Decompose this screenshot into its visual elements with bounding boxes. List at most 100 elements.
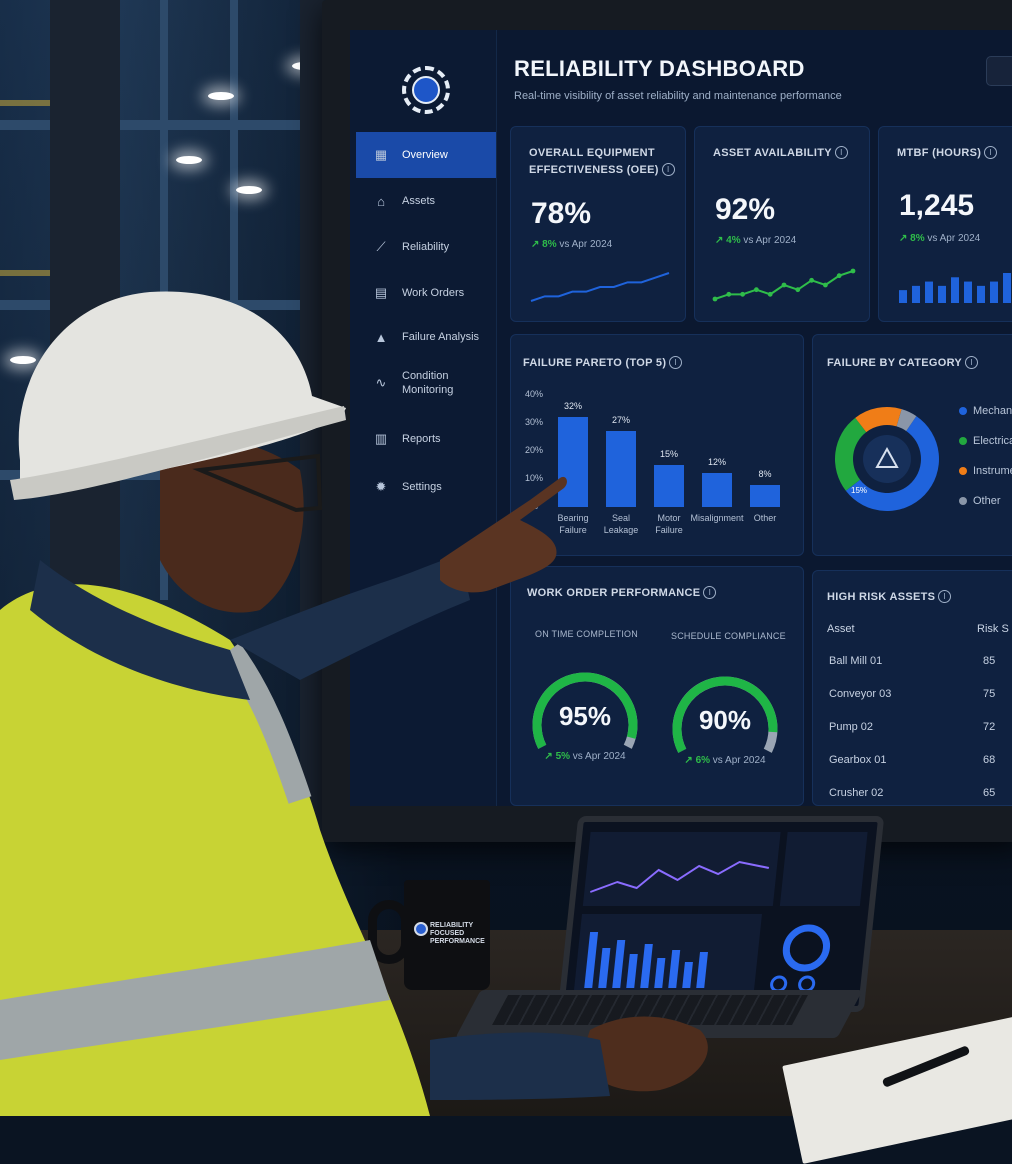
kpi-card-availability: Asset Availability i 92% ↗ 4% vs Apr 2024	[694, 126, 870, 322]
legend-item: Mechanical	[959, 405, 1012, 417]
pareto-bar[interactable]	[558, 417, 588, 507]
sparkbar	[1003, 273, 1011, 303]
info-icon[interactable]: i	[669, 356, 683, 369]
sparkline-point	[781, 282, 787, 288]
sparkline-point	[740, 291, 745, 297]
sparkbar	[899, 290, 907, 303]
up-arrow-icon: ↗	[715, 235, 727, 246]
gauge-title: On Time Completion	[535, 629, 638, 639]
sparkbar	[964, 281, 972, 303]
risk-asset-name[interactable]: Pump 02	[829, 721, 874, 733]
pareto-bar[interactable]	[750, 484, 780, 507]
donut-slice[interactable]	[855, 407, 902, 433]
donut-slice[interactable]	[845, 416, 939, 511]
sidebar-item-condition-monitoring[interactable]: ∿ Condition Monitoring	[356, 360, 496, 406]
logo-gear-icon	[402, 66, 450, 114]
pareto-bar[interactable]	[702, 473, 732, 507]
warning-icon: ▲	[374, 329, 388, 345]
sidebar-item-label: Reliability	[402, 240, 450, 253]
bar-value-label: 8%	[758, 468, 772, 479]
info-icon[interactable]: i	[834, 146, 848, 159]
laptop-keyboard[interactable]	[492, 995, 808, 1025]
sidebar: ▦ Overview ⌂ Assets ⟋ Reliability ▤ Work Orders…	[350, 30, 497, 806]
failure-category-card: Failure by Categoryi 15% Mechanical Elect…	[812, 334, 1012, 556]
kpi-value: 92%	[715, 193, 776, 226]
sidebar-item-overview[interactable]: ▦ Overview	[356, 132, 496, 178]
risk-score: 85	[983, 655, 996, 667]
y-tick-label: 10%	[525, 473, 544, 483]
logo-icon	[412, 76, 440, 104]
up-arrow-icon: ↗	[899, 233, 911, 244]
sidebar-item-work-orders[interactable]: ▤ Work Orders	[356, 270, 496, 316]
ceiling-light	[208, 92, 234, 100]
warehouse-column	[160, 0, 168, 600]
sidebar-item-label: Settings	[402, 480, 442, 493]
up-arrow-icon: ↗	[684, 755, 696, 766]
kpi-sparkbars	[899, 273, 1011, 303]
info-icon[interactable]: i	[703, 586, 717, 599]
x-category-label: Other	[753, 513, 777, 523]
sidebar-item-reliability[interactable]: ⟋ Reliability	[356, 224, 496, 270]
sparkline-point	[823, 282, 828, 288]
laptop-dashboard-miniature	[573, 832, 868, 994]
sparkline-point	[726, 291, 732, 297]
ceiling-light	[176, 156, 202, 164]
sidebar-item-assets[interactable]: ⌂ Assets	[356, 178, 496, 224]
gear-warning-icon	[863, 435, 911, 483]
settings-toggle-button[interactable]	[986, 56, 1012, 86]
gear-icon: ✹	[375, 479, 387, 494]
y-tick-label: 20%	[525, 445, 544, 455]
kpi-title: MTBF (Hours)	[897, 147, 982, 159]
risk-asset-name[interactable]: Gearbox 01	[829, 754, 887, 766]
kpi-delta: ↗ 8% vs Apr 2024	[531, 239, 613, 250]
kpi-sparkline	[712, 268, 856, 302]
clipboard-icon: ▤	[374, 285, 388, 300]
sparkbar	[912, 285, 920, 303]
window-frame	[50, 0, 120, 600]
pareto-bar[interactable]	[654, 465, 684, 507]
sidebar-item-settings[interactable]: ✹ Settings	[356, 464, 496, 510]
gauge-fill	[672, 676, 778, 753]
gauge-delta: ↗ 5% vs Apr 2024	[544, 751, 626, 762]
donut-slice-label: 15%	[851, 486, 867, 495]
sidebar-item-failure-analysis[interactable]: ▲ Failure Analysis	[356, 314, 496, 360]
legend-swatch	[959, 437, 967, 445]
risk-asset-name[interactable]: Crusher 02	[829, 787, 884, 799]
trend-icon: ⟋	[376, 239, 386, 254]
risk-score: 72	[983, 721, 996, 733]
warehouse-column	[230, 0, 238, 600]
mug-text: RELIABILITY FOCUSED PERFORMANCE	[430, 922, 485, 946]
sidebar-item-label: Failure Analysis	[402, 330, 480, 343]
kpi-title: Asset Availability	[713, 147, 832, 159]
legend-label: Other	[973, 495, 1001, 507]
donut-slice[interactable]	[835, 417, 867, 491]
gauge-title: Schedule Compliance	[671, 631, 786, 641]
y-tick-label: 30%	[525, 417, 544, 427]
risk-asset-name[interactable]: Conveyor 03	[829, 688, 892, 700]
pareto-bar[interactable]	[606, 431, 636, 507]
info-icon[interactable]: i	[984, 146, 998, 159]
info-icon[interactable]: i	[965, 356, 979, 369]
kpi-card-oee: Overall Equipment Effectiveness (OEE) i 7…	[510, 126, 686, 322]
info-icon[interactable]: i	[661, 162, 675, 176]
factory-icon: ⌂	[377, 193, 385, 209]
sparkline-point	[712, 296, 718, 302]
up-arrow-icon: ↗	[531, 239, 543, 250]
yellow-railing	[0, 100, 50, 106]
grid-icon: ▦	[374, 147, 388, 162]
legend-label: Electrical	[973, 435, 1012, 447]
gauge-value: 95%	[558, 701, 612, 731]
x-category-label: Motor Failure	[655, 513, 683, 535]
pareto-chart: 40% 30% 20% 10% 0% 32% Bearing Failure 27% Seal …	[511, 335, 805, 557]
sidebar-item-reports[interactable]: ▥ Reports	[356, 416, 496, 462]
risk-asset-name[interactable]: Ball Mill 01	[829, 655, 883, 667]
column-header-risk: Risk S	[977, 623, 1009, 635]
info-icon[interactable]: i	[938, 590, 952, 603]
bar-value-label: 27%	[611, 415, 630, 426]
legend-swatch	[959, 407, 967, 415]
sparkbar	[990, 281, 998, 303]
x-category-label: Misalignment	[690, 513, 744, 523]
kpi-delta: ↗ 4% vs Apr 2024	[715, 235, 797, 246]
risk-score: 75	[983, 688, 996, 700]
donut-slice[interactable]	[896, 409, 917, 431]
